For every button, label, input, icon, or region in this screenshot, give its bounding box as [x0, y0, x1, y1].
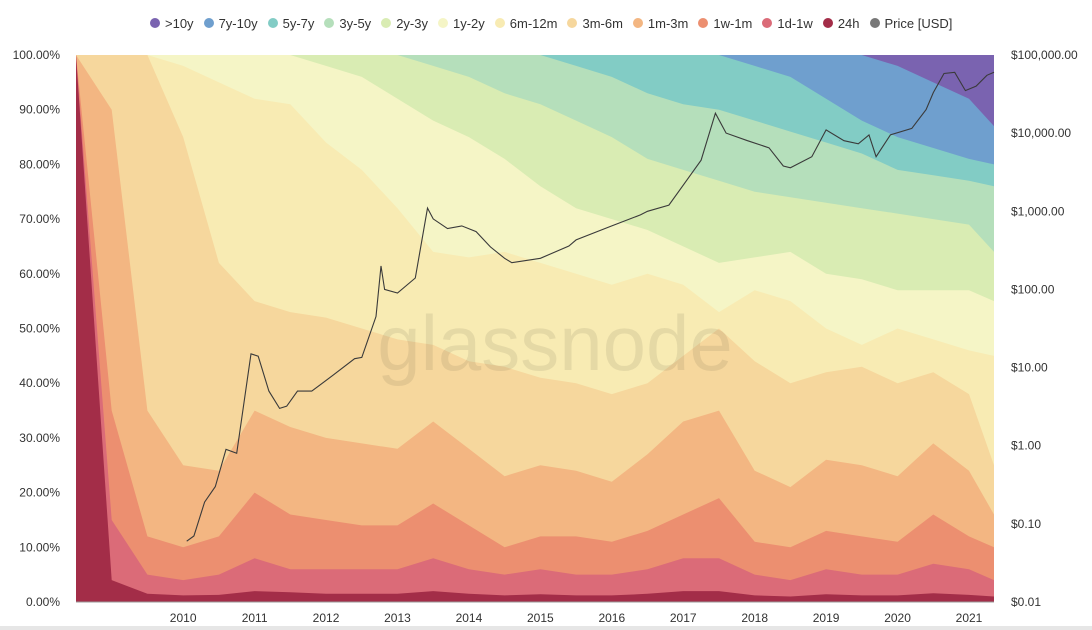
x-tick-label: 2017	[670, 611, 697, 625]
y-right-tick-label: $0.01	[1011, 595, 1041, 609]
legend-label: 3m-6m	[582, 15, 623, 31]
legend-swatch	[381, 18, 392, 28]
legend-swatch	[150, 18, 160, 28]
x-tick-label: 2016	[598, 611, 625, 625]
y-right-tick-label: $100,000.00	[1011, 48, 1078, 62]
y-right-tick-label: $0.10	[1011, 517, 1041, 531]
x-tick-label: 2018	[741, 611, 768, 625]
x-tick-label: 2019	[813, 611, 840, 625]
y-right-tick-label: $1,000.00	[1011, 204, 1065, 218]
price-line	[186, 71, 995, 542]
legend-label: Price [USD]	[884, 15, 953, 31]
legend-swatch	[698, 18, 709, 28]
x-tick-label: 2013	[384, 611, 411, 625]
legend-label: 6m-12m	[509, 15, 558, 31]
legend-swatch	[324, 18, 335, 28]
bands-group	[76, 55, 994, 602]
x-tick-label: 2020	[884, 611, 911, 625]
legend-item[interactable]: 3m-6m	[567, 15, 623, 31]
y-right-tick-label: $100.00	[1011, 282, 1055, 296]
legend: >10y 7y-10y 5y-7y 3y-5y 2y-3y 1y-2y 6m-12m 3m-6…	[150, 12, 952, 34]
legend-item[interactable]: 1d-1w	[762, 15, 813, 31]
y-left-tick-label: 30.00%	[19, 431, 60, 445]
legend-swatch	[267, 18, 278, 28]
x-tick-label: 2012	[313, 611, 340, 625]
y-right-tick-label: $1.00	[1011, 439, 1041, 453]
legend-swatch	[762, 18, 773, 28]
y-left-tick-label: 90.00%	[19, 103, 60, 117]
y-right-tick-label: $10,000.00	[1011, 126, 1071, 140]
legend-label: 2y-3y	[396, 15, 428, 31]
band-area-1w1m	[76, 55, 994, 602]
legend-item[interactable]: 5y-7y	[267, 15, 315, 31]
y-left-tick-label: 20.00%	[19, 486, 60, 500]
x-tick-label: 2011	[242, 611, 268, 625]
y-left-tick-label: 100.00%	[13, 48, 61, 62]
y-left-tick-label: 60.00%	[19, 267, 60, 281]
x-tick-label: 2014	[456, 611, 483, 625]
legend-swatch	[632, 18, 643, 28]
y-left-tick-label: 40.00%	[19, 376, 60, 390]
y-right-tick-label: $10.00	[1011, 361, 1048, 375]
legend-label: 1m-3m	[647, 15, 689, 31]
y-left-tick-label: 10.00%	[19, 540, 60, 554]
legend-label: 1y-2y	[452, 15, 485, 31]
legend-item[interactable]: 3y-5y	[324, 16, 371, 31]
legend-item[interactable]: 1y-2y	[437, 15, 485, 31]
legend-label: 3y-5y	[339, 15, 372, 31]
legend-item[interactable]: >10y	[150, 16, 194, 31]
legend-swatch	[567, 18, 578, 28]
legend-label: 7y-10y	[218, 15, 258, 31]
x-tick-label: 2015	[527, 611, 554, 625]
x-tick-label: 2021	[956, 611, 983, 625]
page-bottom-border	[0, 626, 1092, 630]
y-left-tick-label: 80.00%	[19, 157, 60, 171]
legend-label: 1w-1m	[713, 15, 753, 31]
legend-swatch	[869, 18, 880, 28]
legend-item[interactable]: Price [USD]	[869, 15, 953, 31]
legend-swatch	[437, 18, 448, 28]
legend-item[interactable]: 24h	[822, 15, 860, 31]
legend-item[interactable]: 1w-1m	[698, 16, 752, 31]
legend-label: >10y	[165, 15, 194, 31]
band-area-1m3m	[76, 55, 994, 602]
legend-swatch	[822, 18, 833, 28]
legend-label: 24h	[837, 15, 860, 31]
legend-item[interactable]: 2y-3y	[381, 16, 428, 31]
legend-swatch	[494, 18, 505, 28]
legend-item[interactable]: 6m-12m	[494, 15, 558, 31]
y-left-tick-label: 50.00%	[19, 322, 60, 336]
legend-item[interactable]: 7y-10y	[203, 15, 258, 31]
y-left-tick-label: 0.00%	[26, 595, 60, 609]
legend-label: 5y-7y	[282, 15, 315, 31]
legend-item[interactable]: 1m-3m	[632, 15, 689, 31]
x-tick-label: 2010	[170, 611, 197, 625]
legend-swatch	[203, 18, 214, 28]
legend-label: 1d-1w	[777, 15, 813, 31]
watermark-text: glassnode	[377, 299, 733, 387]
y-left-tick-label: 70.00%	[19, 212, 60, 226]
